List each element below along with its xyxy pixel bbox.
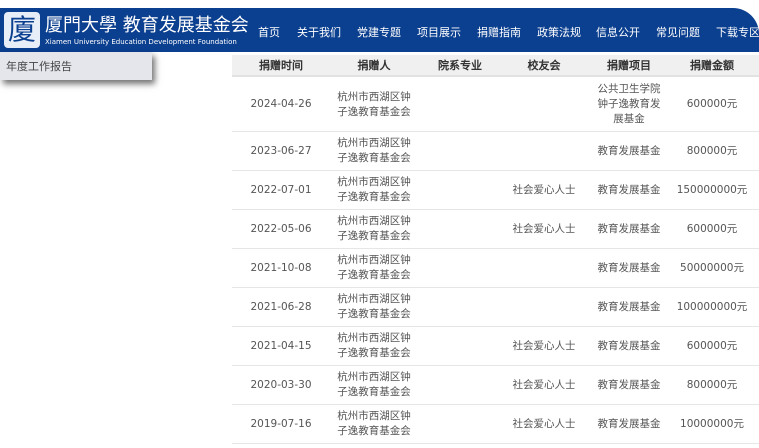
table-cell: 2024-04-26 [250, 98, 312, 110]
site-header: 廈 厦門大學 教育发展基金会 Xiamen University Educati… [0, 8, 759, 52]
table-cell: 社会爱心人士 [512, 222, 576, 235]
table-cell: 教育发展基金 [597, 417, 661, 430]
table-cell: 10000000元 [680, 417, 744, 430]
table-cell: 2021-10-08 [250, 261, 312, 274]
table-cell: 社会爱心人士 [512, 417, 576, 430]
column-header: 捐赠时间 [259, 59, 303, 72]
table-cell [418, 405, 502, 443]
table-cell: 教育发展基金 [597, 339, 661, 352]
dropdown-menu: 年度工作报告 [0, 52, 152, 80]
table-cell: 800000元 [686, 144, 738, 157]
table-row: 2021-06-28 杭州市西湖区钟子逸教育基金会 教育发展基金 100000000元 [232, 288, 759, 327]
nav-item[interactable]: 捐赠指南 [477, 26, 521, 39]
table-cell: 杭州市西湖区钟子逸教育基金会 [337, 332, 411, 359]
table-row: 2021-04-15 杭州市西湖区钟子逸教育基金会 社会爱心人士 教育发展基金 6000… [232, 327, 759, 366]
column-header: 捐赠金额 [690, 59, 734, 72]
table-cell: 2022-05-06 [250, 222, 312, 235]
table-cell [418, 132, 502, 170]
table-cell: 社会爱心人士 [512, 378, 576, 391]
site-subtitle: Xiamen University Education Development … [45, 38, 237, 46]
column-header: 校友会 [527, 59, 561, 72]
nav-item[interactable]: 下载专区 [716, 26, 759, 39]
table-header: 捐赠时间 捐赠人 院系专业 校友会 捐赠项目 捐赠金额 [232, 55, 759, 77]
table-cell [418, 366, 502, 404]
table-cell: 社会爱心人士 [512, 339, 576, 352]
column-header: 捐赠人 [357, 59, 391, 72]
table-cell [418, 249, 502, 287]
nav-item[interactable]: 项目展示 [417, 26, 461, 39]
table-cell: 2023-06-27 [250, 144, 312, 157]
table-cell: 杭州市西湖区钟子逸教育基金会 [337, 293, 411, 320]
table-row: 2021-10-08 杭州市西湖区钟子逸教育基金会 教育发展基金 50000000元 [232, 249, 759, 288]
table-cell: 教育发展基金 [597, 222, 661, 235]
table-cell: 杭州市西湖区钟子逸教育基金会 [337, 371, 411, 398]
table-cell: 杭州市西湖区钟子逸教育基金会 [337, 176, 411, 203]
table-cell: 2020-03-30 [250, 378, 312, 391]
table-cell: 600000元 [686, 222, 738, 235]
column-header: 院系专业 [438, 59, 482, 72]
nav-item[interactable]: 党建专题 [357, 26, 401, 39]
table-cell [502, 132, 586, 170]
table-cell: 杭州市西湖区钟子逸教育基金会 [337, 254, 411, 281]
table-cell [418, 288, 502, 326]
table-cell: 教育发展基金 [597, 183, 661, 196]
column-header: 捐赠项目 [607, 59, 651, 72]
nav-item[interactable]: 关于我们 [297, 26, 341, 39]
table-cell: 教育发展基金 [597, 144, 661, 157]
table-cell: 100000000元 [676, 300, 748, 313]
table-cell: 50000000元 [680, 261, 744, 274]
dropdown-item-annual-report[interactable]: 年度工作报告 [6, 60, 72, 73]
table-cell: 2022-07-01 [250, 183, 312, 196]
table-cell: 2021-04-15 [250, 339, 312, 352]
table-row: 2024-04-26 杭州市西湖区钟子逸教育基金会 公共卫生学院钟子逸教育发展基金 6… [232, 78, 759, 132]
table-cell: 2019-07-16 [250, 417, 312, 430]
table-cell: 教育发展基金 [597, 378, 661, 391]
table-cell [502, 249, 586, 287]
table-cell: 公共卫生学院钟子逸教育发展基金 [597, 83, 661, 125]
table-row: 2022-05-06 杭州市西湖区钟子逸教育基金会 社会爱心人士 教育发展基金 6000… [232, 210, 759, 249]
university-logo-icon[interactable]: 廈 [4, 12, 40, 48]
table-cell: 教育发展基金 [597, 300, 661, 313]
table-cell [418, 171, 502, 209]
table-row: 2023-06-27 杭州市西湖区钟子逸教育基金会 教育发展基金 800000元 [232, 132, 759, 171]
table-cell: 150000000元 [676, 183, 748, 196]
nav-item[interactable]: 常见问题 [656, 26, 700, 39]
table-cell [502, 78, 586, 131]
nav-item[interactable]: 政策法规 [537, 26, 581, 39]
table-row: 2020-03-30 杭州市西湖区钟子逸教育基金会 社会爱心人士 教育发展基金 8000… [232, 366, 759, 405]
table-row: 2019-07-16 杭州市西湖区钟子逸教育基金会 社会爱心人士 教育发展基金 1000… [232, 405, 759, 444]
table-cell: 2021-06-28 [250, 300, 312, 313]
table-cell: 800000元 [686, 378, 738, 391]
table-cell: 教育发展基金 [597, 261, 661, 274]
nav-item[interactable]: 信息公开 [596, 26, 640, 39]
table-cell [502, 288, 586, 326]
table-cell: 杭州市西湖区钟子逸教育基金会 [337, 410, 411, 437]
table-cell: 社会爱心人士 [512, 183, 576, 196]
table-cell: 600000元 [686, 339, 738, 352]
table-cell: 600000元 [686, 98, 738, 110]
nav-item[interactable]: 首页 [258, 26, 280, 39]
table-cell [418, 78, 502, 131]
table-cell: 杭州市西湖区钟子逸教育基金会 [337, 137, 411, 164]
table-cell [418, 327, 502, 365]
table-cell [418, 210, 502, 248]
table-cell: 杭州市西湖区钟子逸教育基金会 [337, 90, 411, 118]
table-cell: 杭州市西湖区钟子逸教育基金会 [337, 215, 411, 242]
table-row: 2022-07-01 杭州市西湖区钟子逸教育基金会 社会爱心人士 教育发展基金 1500… [232, 171, 759, 210]
site-title[interactable]: 厦門大學 教育发展基金会 [45, 15, 249, 36]
